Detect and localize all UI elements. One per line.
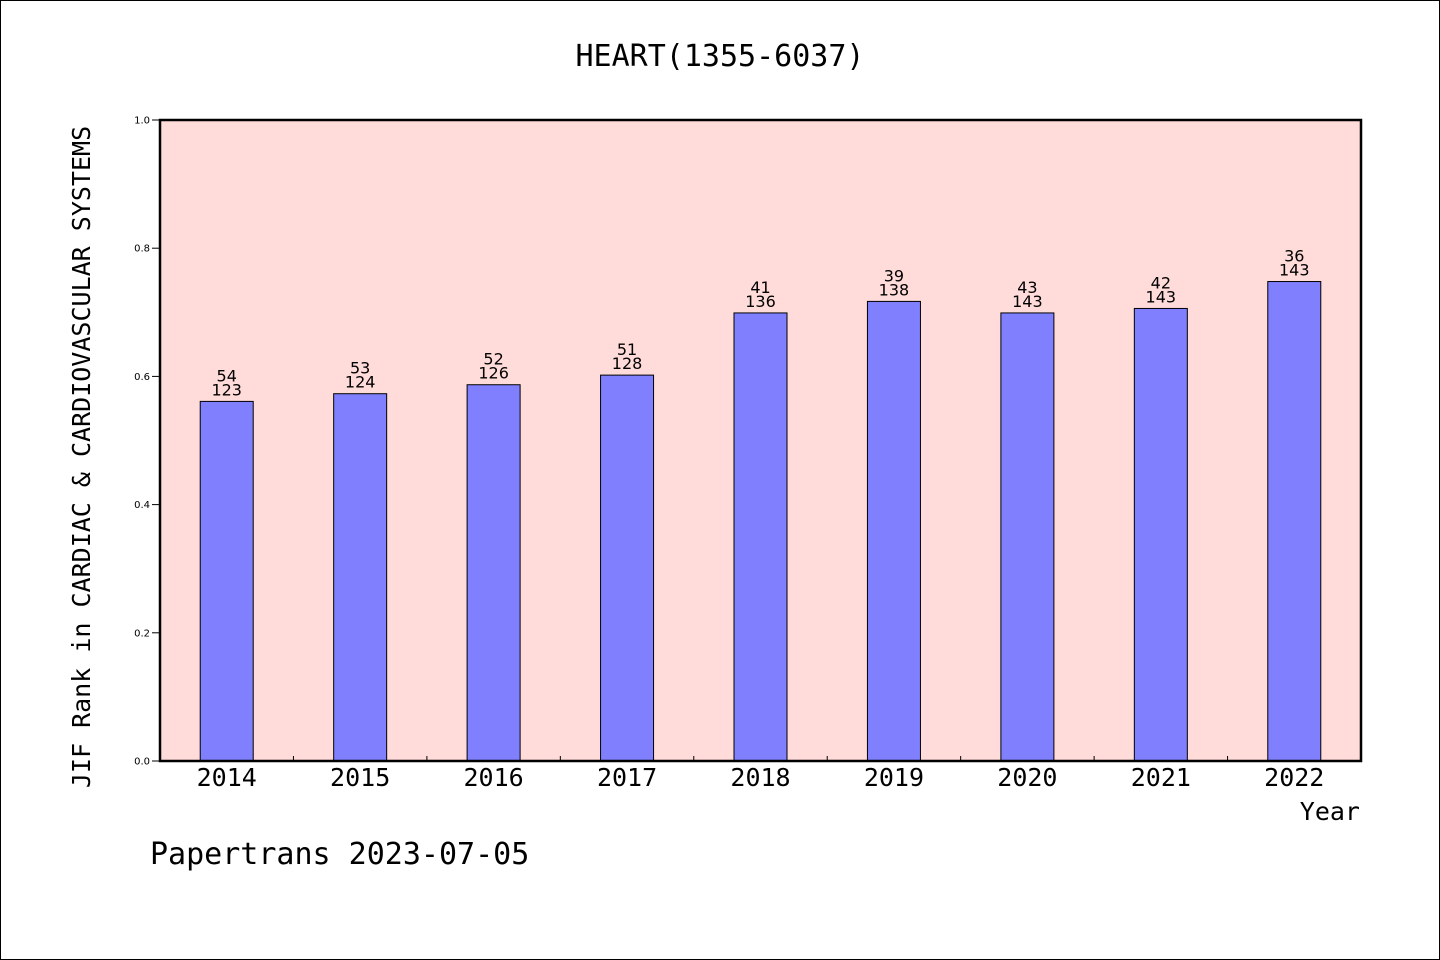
plot-frame [158,118,1363,763]
x-axis: 2014 2015 2016 2017 2018 2019 2020 2021 2022 [197,756,1324,792]
bar-2016 [466,384,521,762]
bar-total-label-2017: 128 [612,354,643,373]
bar-2018 [733,312,788,762]
bar-rank-label-2018: 41 [750,278,770,297]
y-axis: 0.0 0.2 0.4 0.6 0.8 1.0 [134,116,160,768]
bar-2022 [1267,281,1322,762]
bar-rank-label-2017: 51 [617,340,637,359]
bar-rank-label-2021: 42 [1151,273,1171,292]
x-tick-label-2017: 2017 [597,763,657,792]
y-axis-label: JIF Rank in CARDIAC & CARDIOVASCULAR SYS… [67,126,96,788]
bar-rank-label-2020: 43 [1017,278,1037,297]
bar-2019 [866,300,921,762]
y-tick-label: 0.4 [134,500,150,511]
bar-2014 [199,400,254,762]
x-tick-label-2022: 2022 [1264,763,1324,792]
bar-total-label-2018: 136 [745,292,776,311]
x-tick-label-2014: 2014 [197,763,257,792]
bar-total-label-2014: 123 [211,380,242,399]
y-tick-label: 0.8 [134,244,150,255]
x-tick-label-2018: 2018 [730,763,790,792]
bar-total-label-2021: 143 [1146,287,1177,306]
bar-total-label-2015: 124 [345,373,376,392]
bar-2015 [333,393,388,762]
bar-rank-label-2019: 39 [884,266,904,285]
x-tick-label-2020: 2020 [997,763,1057,792]
x-tick-label-2016: 2016 [464,763,524,792]
x-tick-label-2019: 2019 [864,763,924,792]
y-tick-label: 0.6 [134,372,150,383]
bar-rank-label-2015: 53 [350,359,370,378]
bar-2020 [1000,312,1055,762]
footer-credit: Papertrans 2023-07-05 [150,837,529,872]
bar-rank-label-2016: 52 [483,350,503,369]
bar-total-label-2020: 143 [1012,292,1043,311]
y-tick-label: 1.0 [134,116,150,127]
bar-rank-label-2014: 54 [217,366,237,385]
chart-title: HEART(1355-6037) [576,39,865,74]
bar-2021 [1133,307,1188,762]
bar-2017 [600,374,655,762]
bar-total-label-2022: 143 [1279,261,1310,280]
bar-total-label-2016: 126 [478,364,509,383]
x-tick-label-2015: 2015 [330,763,390,792]
y-tick-label: 0.0 [134,757,150,768]
y-tick-label: 0.2 [134,628,150,639]
x-tick-label-2021: 2021 [1131,763,1191,792]
bar-rank-label-2022: 36 [1284,247,1304,266]
x-axis-label: Year [1300,797,1360,826]
bar-total-label-2019: 138 [879,280,910,299]
bars-group [199,281,1322,762]
